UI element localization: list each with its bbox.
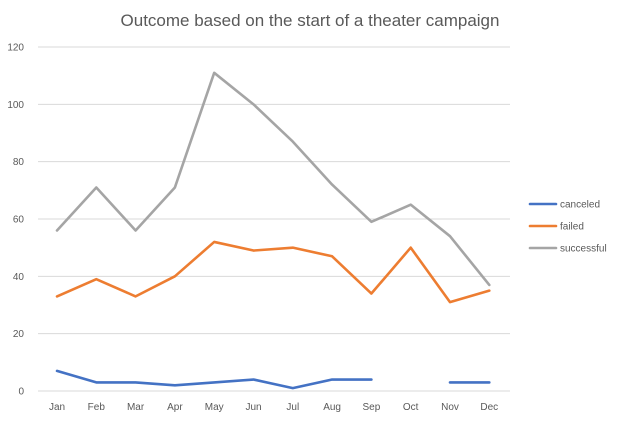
legend-label-failed: failed [560, 222, 584, 233]
y-tick-label: 60 [13, 215, 25, 226]
x-tick-label: Mar [127, 402, 145, 413]
series-canceled [55, 369, 491, 390]
series-lines [55, 71, 491, 390]
legend-label-successful: successful [560, 244, 607, 255]
x-tick-label: Oct [403, 402, 419, 413]
series-failed [55, 240, 491, 304]
x-tick-label: Jul [286, 402, 299, 413]
y-tick-label: 100 [7, 100, 24, 111]
x-tick-label: Jan [49, 402, 65, 413]
y-tick-label: 20 [13, 329, 25, 340]
x-tick-label: Feb [88, 402, 106, 413]
y-tick-label: 120 [7, 43, 24, 54]
chart-title: Outcome based on the start of a theater … [121, 11, 500, 30]
x-tick-label: Nov [441, 402, 459, 413]
x-tick-label: May [205, 402, 224, 413]
y-axis-tick-labels: 0 20 40 60 80 100 120 [7, 43, 24, 398]
legend-label-canceled: canceled [560, 200, 600, 211]
legend: canceled failed successful [528, 200, 607, 255]
series-successful [55, 71, 491, 287]
x-tick-label: Jun [245, 402, 261, 413]
x-tick-label: Sep [363, 402, 381, 413]
x-tick-label: Aug [323, 402, 341, 413]
y-tick-label: 40 [13, 272, 25, 283]
series-line-canceled [55, 369, 373, 390]
y-tick-label: 0 [18, 387, 24, 398]
gridlines [38, 46, 510, 392]
x-axis-tick-labels: Jan Feb Mar Apr May Jun Jul Aug Sep Oct Nov Dec [49, 402, 498, 413]
x-tick-label: Dec [480, 402, 498, 413]
x-tick-label: Apr [167, 402, 183, 413]
series-line-failed [55, 240, 491, 304]
y-tick-label: 80 [13, 157, 25, 168]
series-line-successful [55, 71, 491, 287]
